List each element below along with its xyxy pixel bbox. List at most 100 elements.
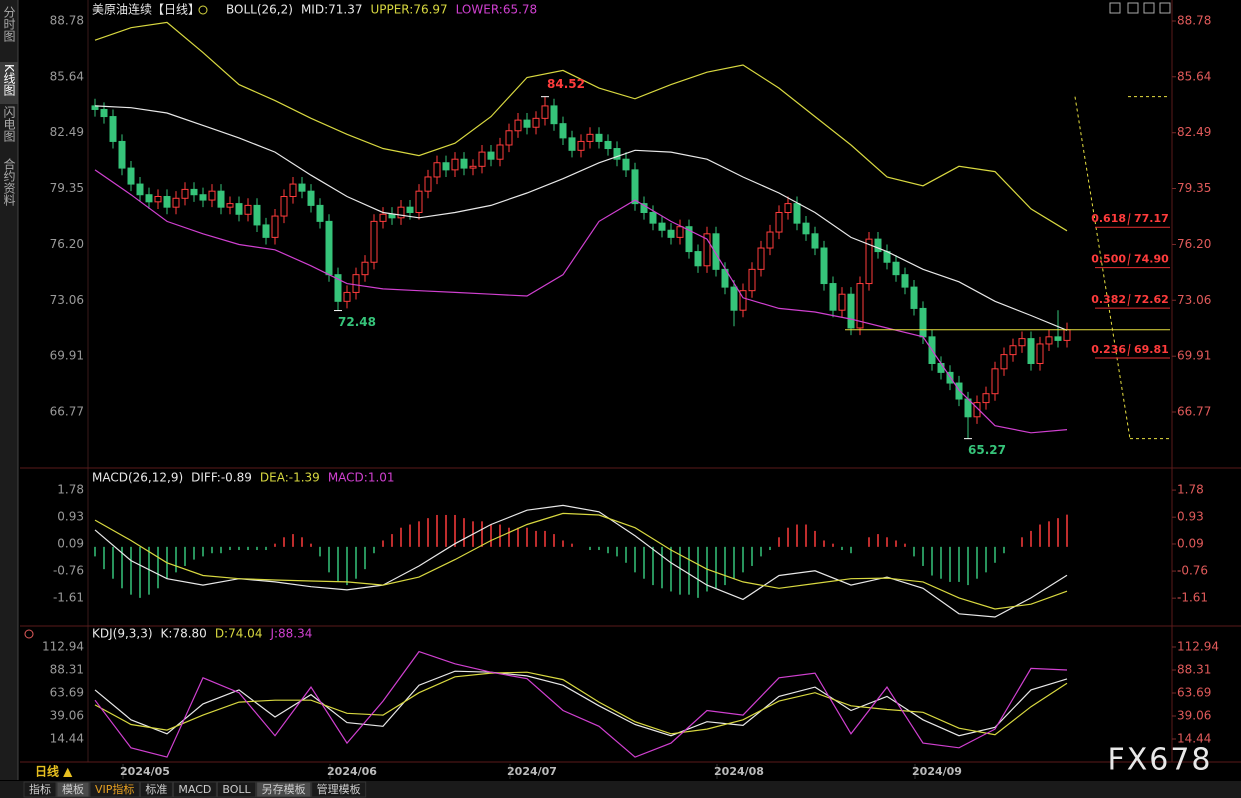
chart-title: KDJ(9,3,3) — [92, 627, 153, 641]
candle-body — [640, 203, 648, 213]
watermark: FX678 — [1107, 743, 1212, 778]
legend-entry: DIFF:-0.89 — [191, 471, 252, 485]
candle-body — [694, 251, 702, 267]
legend-entry: MACD:1.01 — [328, 471, 395, 485]
icon[interactable] — [1143, 2, 1155, 14]
candle-body — [667, 229, 675, 238]
sidebar-tab[interactable]: 闪电图 — [2, 106, 16, 142]
y-tick-label: 73.06 — [50, 293, 84, 307]
candle-body — [370, 220, 378, 263]
candle-body — [253, 204, 261, 226]
candle-body — [514, 119, 522, 132]
bottom-tab[interactable]: MACD — [178, 783, 211, 796]
candle-body — [334, 274, 342, 302]
candle-body — [865, 238, 873, 285]
candle-body — [361, 261, 369, 276]
indicator-line — [94, 105, 1068, 331]
icon[interactable] — [1127, 2, 1139, 14]
candle-body — [901, 274, 909, 288]
candle-body — [523, 119, 531, 128]
fib-sep — [1127, 293, 1131, 307]
tab-bg — [56, 781, 90, 798]
y-tick-label: -1.61 — [1177, 591, 1208, 605]
y-tick-label: 66.77 — [50, 404, 84, 418]
y-tick-label: 79.35 — [1177, 181, 1211, 195]
sidebar-tab[interactable]: 分时图 — [2, 6, 16, 42]
candle-body — [388, 213, 396, 219]
candle-body — [622, 158, 630, 171]
y-tick-label: 88.31 — [50, 663, 84, 677]
sidebar-tab[interactable]: 合约资料 — [2, 157, 16, 206]
bottom-tab[interactable]: BOLL — [222, 783, 251, 796]
fib-price: 72.62 — [1134, 293, 1169, 306]
fib-price: 77.17 — [1134, 212, 1169, 225]
fib-ratio: 0.382 — [1091, 293, 1126, 306]
extreme-label: 72.48 — [338, 315, 376, 329]
candle-body — [847, 293, 855, 329]
candle-body — [874, 238, 882, 253]
candle-body — [118, 140, 126, 169]
candle-body — [208, 190, 216, 201]
candle-body — [577, 140, 585, 151]
add-icon[interactable] — [198, 5, 208, 15]
candle-body — [685, 226, 693, 253]
icon[interactable] — [1109, 2, 1121, 14]
candle-body — [757, 247, 765, 270]
candle-body — [307, 190, 315, 206]
candle-body — [820, 247, 828, 285]
sidebar-tab[interactable]: K线图 — [2, 64, 16, 96]
candle-body — [271, 215, 279, 238]
fib-trend — [1074, 96, 1131, 439]
legend-entry: K:78.80 — [161, 627, 207, 641]
candle-body — [397, 206, 405, 219]
candle-body — [739, 290, 747, 311]
tab-bg — [216, 781, 257, 798]
candle-body — [190, 188, 198, 196]
candle-body — [379, 213, 387, 222]
candle-body — [676, 226, 684, 238]
bottom-tab[interactable]: 指标 — [29, 782, 51, 796]
candle-body — [559, 123, 567, 139]
y-tick-label: 39.06 — [50, 709, 84, 723]
bottom-tab[interactable]: 管理模板 — [317, 782, 361, 796]
candle-body — [235, 203, 243, 215]
indicator-line — [94, 504, 1068, 618]
candle-body — [442, 162, 450, 171]
candle-body — [505, 130, 513, 146]
y-tick-label: 88.78 — [1177, 13, 1211, 27]
candle-body — [136, 183, 144, 196]
candle-body — [316, 204, 324, 222]
candle-body — [613, 148, 621, 160]
indicator-line — [94, 169, 1068, 434]
bottom-tab[interactable]: 标准 — [145, 782, 167, 796]
y-tick-label: 39.06 — [1177, 709, 1211, 723]
bottom-tab[interactable]: VIP指标 — [95, 782, 134, 796]
period-label[interactable]: 日线 ▲ — [35, 764, 73, 779]
y-tick-label: 69.91 — [1177, 349, 1211, 363]
y-tick-label: 0.09 — [1177, 536, 1204, 550]
candle-body — [1045, 336, 1053, 345]
y-tick-label: 1.78 — [1177, 483, 1204, 497]
bottom-tab[interactable]: 另存模板 — [262, 782, 306, 796]
bottom-tab[interactable]: 模板 — [62, 782, 84, 796]
y-tick-label: 0.93 — [57, 510, 84, 524]
tab-bg — [139, 781, 173, 798]
candle-body — [892, 261, 900, 276]
candle-body — [181, 188, 189, 199]
candle-body — [811, 233, 819, 249]
candle-body — [163, 196, 171, 208]
y-tick-label: 0.09 — [57, 536, 84, 550]
candle-body — [973, 402, 981, 418]
candle-body — [154, 196, 162, 203]
candle-body — [1054, 336, 1062, 341]
plot: 88.78 88.78 85.64 85.64 82.49 82.49 79.35 79.35… — [42, 2, 1219, 779]
y-tick-label: 76.20 — [50, 237, 84, 251]
candle-body — [784, 203, 792, 213]
y-tick-label: -0.76 — [1177, 564, 1208, 578]
indicator-name: BOLL(26,2) — [226, 3, 293, 17]
candle-body — [793, 203, 801, 224]
tab-bg — [311, 781, 367, 798]
icon[interactable] — [1159, 2, 1171, 14]
candle-body — [406, 206, 414, 213]
candle-body — [478, 151, 486, 167]
